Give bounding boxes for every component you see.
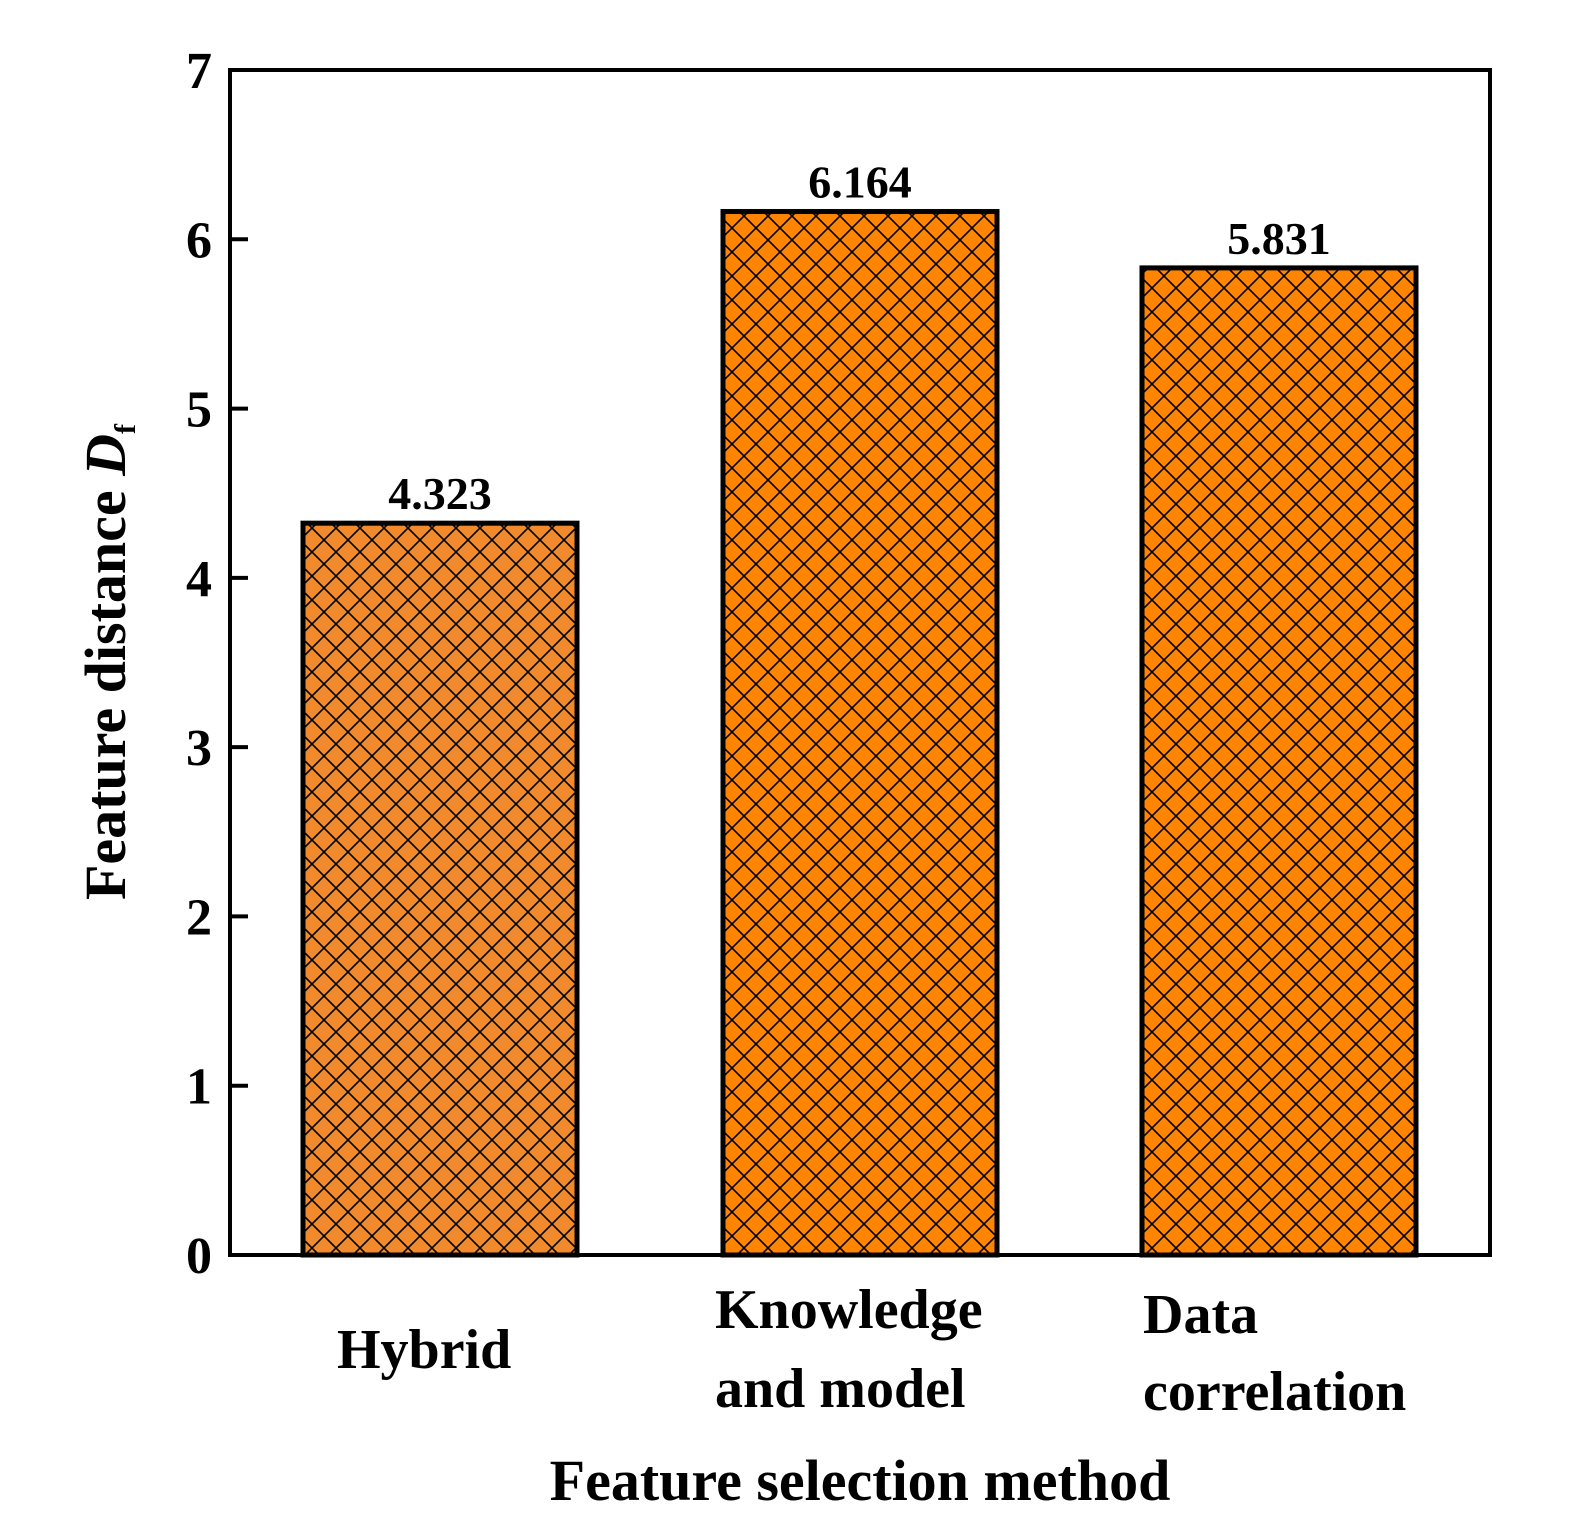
y-tick-label: 3 bbox=[186, 720, 212, 777]
plot-frame bbox=[228, 68, 1492, 1257]
bar-value-label: 5.831 bbox=[1227, 213, 1331, 264]
bar-value-label: 6.164 bbox=[808, 157, 912, 208]
bar-hatch bbox=[300, 520, 580, 1258]
bars-layer bbox=[300, 209, 1419, 1258]
x-category-label: correlation bbox=[1143, 1361, 1406, 1423]
y-tick-label: 0 bbox=[186, 1228, 212, 1285]
labels-layer: 4.323 6.164 5.831 0 1 2 3 4 5 6 7 Hybrid Knowledge an… bbox=[73, 43, 1406, 1513]
y-tick-label: 2 bbox=[186, 889, 212, 946]
bar-value-label: 4.323 bbox=[388, 468, 492, 519]
x-category-label: Data bbox=[1143, 1284, 1258, 1346]
y-axis-subscript: f bbox=[109, 423, 142, 434]
y-axis-title-text: Feature distance bbox=[73, 476, 138, 900]
y-tick-label: 7 bbox=[186, 43, 212, 100]
bar-3 bbox=[1139, 265, 1419, 1258]
y-axis-symbol: D bbox=[73, 434, 138, 477]
bar-hatch bbox=[720, 209, 1000, 1258]
bar-2 bbox=[720, 209, 1000, 1258]
x-category-label: Hybrid bbox=[337, 1319, 511, 1381]
y-tick-label: 4 bbox=[186, 551, 212, 608]
bar-hatch bbox=[1139, 265, 1419, 1258]
x-category-label: Knowledge bbox=[715, 1279, 983, 1341]
y-tick-label: 6 bbox=[186, 212, 212, 269]
y-tick-label: 5 bbox=[186, 382, 212, 439]
x-category-label: and model bbox=[715, 1358, 966, 1420]
y-tick-label: 1 bbox=[186, 1059, 212, 1116]
bar-1 bbox=[300, 520, 580, 1258]
y-axis-title: Feature distance Df bbox=[73, 423, 142, 900]
axes-layer bbox=[228, 68, 1492, 1257]
x-axis-title: Feature selection method bbox=[550, 1448, 1171, 1513]
